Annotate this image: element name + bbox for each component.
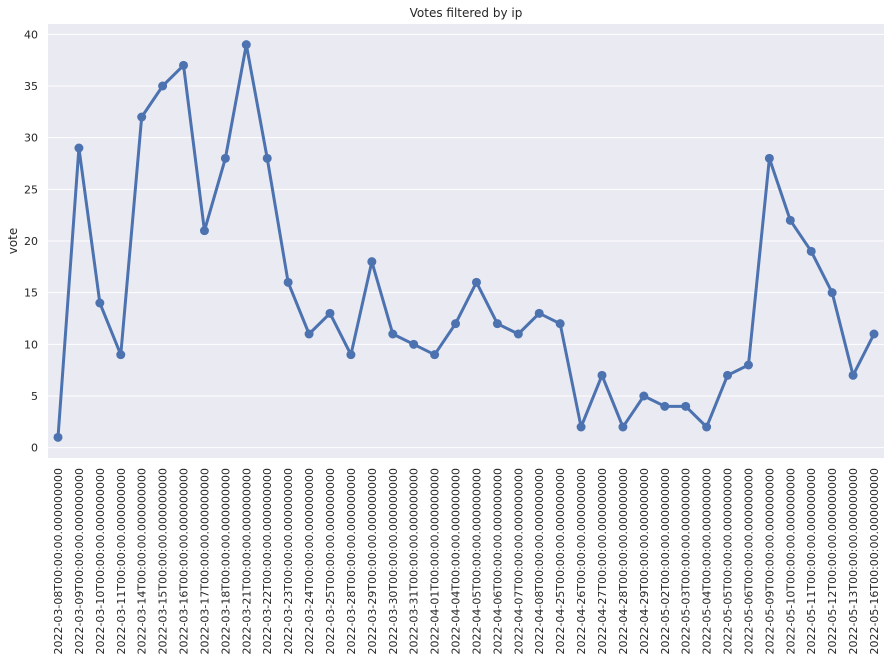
data-point xyxy=(702,422,712,432)
data-point xyxy=(388,329,398,339)
data-point xyxy=(283,277,293,287)
data-point xyxy=(597,370,607,380)
data-point xyxy=(681,401,691,411)
x-tick-label: 2022-05-16T00:00:00.000000000 xyxy=(868,468,881,655)
x-tick-label: 2022-04-26T00:00:00.000000000 xyxy=(575,468,588,655)
x-tick-label: 2022-05-02T00:00:00.000000000 xyxy=(659,468,672,655)
data-point xyxy=(723,370,733,380)
y-tick-label: 20 xyxy=(24,235,38,248)
data-point xyxy=(785,215,795,225)
x-tick-label: 2022-03-29T00:00:00.000000000 xyxy=(366,468,379,655)
data-point xyxy=(304,329,314,339)
x-tick-label: 2022-03-30T00:00:00.000000000 xyxy=(387,468,400,655)
x-tick-label: 2022-04-06T00:00:00.000000000 xyxy=(491,468,504,655)
y-tick-label: 25 xyxy=(24,183,38,196)
data-point xyxy=(220,153,230,163)
data-point xyxy=(158,81,168,91)
data-point xyxy=(74,143,84,153)
series-points xyxy=(53,40,879,442)
x-tick-label: 2022-04-25T00:00:00.000000000 xyxy=(554,468,567,655)
x-tick-label: 2022-03-24T00:00:00.000000000 xyxy=(303,468,316,655)
x-tick-label: 2022-04-01T00:00:00.000000000 xyxy=(429,468,442,655)
x-tick-label: 2022-05-13T00:00:00.000000000 xyxy=(847,468,860,655)
x-tick-label: 2022-05-12T00:00:00.000000000 xyxy=(826,468,839,655)
x-tick-label: 2022-05-05T00:00:00.000000000 xyxy=(722,468,735,655)
data-point xyxy=(471,277,481,287)
data-point xyxy=(430,350,440,360)
x-tick-label: 2022-03-14T00:00:00.000000000 xyxy=(136,468,149,655)
x-tick-label: 2022-04-05T00:00:00.000000000 xyxy=(470,468,483,655)
x-tick-label: 2022-05-10T00:00:00.000000000 xyxy=(784,468,797,655)
x-tick-label: 2022-03-21T00:00:00.000000000 xyxy=(240,468,253,655)
data-point xyxy=(367,257,377,267)
x-tick-label: 2022-03-22T00:00:00.000000000 xyxy=(261,468,274,655)
data-point xyxy=(848,370,858,380)
x-tick-label: 2022-03-08T00:00:00.000000000 xyxy=(52,468,65,655)
data-point xyxy=(179,60,189,70)
data-point xyxy=(53,432,63,442)
data-point xyxy=(576,422,586,432)
x-tick-label: 2022-04-27T00:00:00.000000000 xyxy=(596,468,609,655)
x-tick-label: 2022-05-09T00:00:00.000000000 xyxy=(763,468,776,655)
data-point xyxy=(827,288,837,298)
data-point xyxy=(534,308,544,318)
y-tick-label: 5 xyxy=(31,390,38,403)
x-tick-label: 2022-03-23T00:00:00.000000000 xyxy=(282,468,295,655)
data-point xyxy=(806,246,816,256)
x-tick-label: 2022-04-29T00:00:00.000000000 xyxy=(638,468,651,655)
x-tick-label: 2022-03-09T00:00:00.000000000 xyxy=(73,468,86,655)
x-tick-label: 2022-03-31T00:00:00.000000000 xyxy=(408,468,421,655)
data-point xyxy=(764,153,774,163)
y-tick-label: 0 xyxy=(31,442,38,455)
data-point xyxy=(555,319,565,329)
data-point xyxy=(869,329,879,339)
x-tick-label: 2022-04-08T00:00:00.000000000 xyxy=(533,468,546,655)
data-point xyxy=(618,422,628,432)
y-axis-label: vote xyxy=(6,228,20,255)
x-tick-label: 2022-03-11T00:00:00.000000000 xyxy=(115,468,128,655)
chart-title: Votes filtered by ip xyxy=(410,6,523,20)
y-tick-label: 15 xyxy=(24,287,38,300)
x-tick-label: 2022-03-16T00:00:00.000000000 xyxy=(178,468,191,655)
data-point xyxy=(325,308,335,318)
data-point xyxy=(639,391,649,401)
y-tick-label: 35 xyxy=(24,80,38,93)
x-tick-label: 2022-03-17T00:00:00.000000000 xyxy=(198,468,211,655)
x-tick-label: 2022-04-07T00:00:00.000000000 xyxy=(512,468,525,655)
x-tick-label: 2022-04-28T00:00:00.000000000 xyxy=(617,468,630,655)
data-point xyxy=(116,350,126,360)
x-tick-label: 2022-05-03T00:00:00.000000000 xyxy=(680,468,693,655)
x-tick-label: 2022-05-04T00:00:00.000000000 xyxy=(701,468,714,655)
data-point xyxy=(346,350,356,360)
x-tick-label: 2022-05-06T00:00:00.000000000 xyxy=(742,468,755,655)
x-tick-label: 2022-04-04T00:00:00.000000000 xyxy=(450,468,463,655)
data-point xyxy=(199,226,209,236)
x-tick-label: 2022-03-10T00:00:00.000000000 xyxy=(94,468,107,655)
data-point xyxy=(137,112,147,122)
data-point xyxy=(409,339,419,349)
data-point xyxy=(451,319,461,329)
x-tick-label: 2022-03-18T00:00:00.000000000 xyxy=(219,468,232,655)
x-tick-label: 2022-03-15T00:00:00.000000000 xyxy=(157,468,170,655)
x-tick-label: 2022-05-11T00:00:00.000000000 xyxy=(805,468,818,655)
data-point xyxy=(241,40,251,50)
data-point xyxy=(513,329,523,339)
data-point xyxy=(95,298,105,308)
y-tick-label: 40 xyxy=(24,28,38,41)
y-tick-labels: 0 5 10 15 20 25 30 35 40 xyxy=(24,28,38,454)
y-tick-label: 30 xyxy=(24,132,38,145)
x-tick-label: 2022-03-25T00:00:00.000000000 xyxy=(324,468,337,655)
x-tick-labels: 2022-03-08T00:00:00.000000000 2022-03-09T… xyxy=(52,468,881,655)
data-point xyxy=(262,153,272,163)
y-tick-label: 10 xyxy=(24,338,38,351)
series-line xyxy=(56,43,876,439)
data-point xyxy=(660,401,670,411)
data-point xyxy=(743,360,753,370)
x-tick-label: 2022-03-28T00:00:00.000000000 xyxy=(345,468,358,655)
data-point xyxy=(492,319,502,329)
